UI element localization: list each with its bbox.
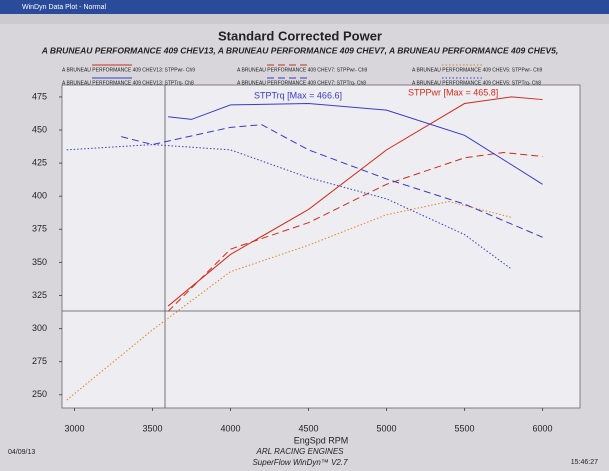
y-tick-label: 400 <box>32 191 47 201</box>
x-tick-label: 4500 <box>299 423 319 433</box>
legend-entry: A BRUNEAU PERFORMANCE 409 CHEV5: STPTrq-… <box>412 80 541 86</box>
series-line <box>167 96 543 307</box>
footer-company: ARL RACING ENGINES <box>256 447 345 456</box>
x-tick-label: 5000 <box>377 423 397 433</box>
x-axis-label: EngSpd RPM <box>294 435 349 445</box>
x-tick-label: 3500 <box>142 423 162 433</box>
y-tick-label: 475 <box>32 91 47 101</box>
y-tick-label: 375 <box>32 224 47 234</box>
legend-entry: A BRUNEAU PERFORMANCE 409 CHEV7: STPPwr-… <box>237 67 368 73</box>
title-bar <box>0 0 609 14</box>
annotation: STPPwr [Max = 465.8] <box>408 87 498 97</box>
y-tick-label: 450 <box>32 124 47 134</box>
footer-software: SuperFlow WinDyn™ V2.7 <box>252 458 348 467</box>
series-line <box>168 103 543 185</box>
x-tick-label: 5500 <box>455 423 475 433</box>
footer-time: 15:46:27 <box>571 459 598 466</box>
y-tick-label: 300 <box>32 323 47 333</box>
window-title: WinDyn Data Plot - Normal <box>22 4 106 11</box>
y-tick-label: 425 <box>32 157 47 167</box>
x-tick-label: 3000 <box>64 423 84 433</box>
legend-entry: A BRUNEAU PERFORMANCE 409 CHEV5: STPPwr-… <box>412 67 543 73</box>
legend-entry: A BRUNEAU PERFORMANCE 409 CHEV7: STPTrq-… <box>237 80 366 86</box>
y-tick-label: 350 <box>32 257 47 267</box>
legend-entry: A BRUNEAU PERFORMANCE 409 CHEV13: STPTrq… <box>62 80 194 86</box>
legend-entry: A BRUNEAU PERFORMANCE 409 CHEV13: STPPwr… <box>62 67 195 73</box>
series-line <box>66 144 512 270</box>
plot-area <box>61 84 581 409</box>
series-line <box>167 152 543 312</box>
footer-date: 04/09/13 <box>8 449 35 456</box>
series-line <box>66 200 512 401</box>
y-tick-label: 275 <box>32 356 47 366</box>
y-tick-label: 325 <box>32 290 47 300</box>
chart-title: Standard Corrected Power <box>218 28 382 43</box>
y-tick-label: 250 <box>32 389 47 399</box>
series-line <box>121 124 543 238</box>
chart-subtitle: A BRUNEAU PERFORMANCE 409 CHEV13, A BRUN… <box>41 45 559 55</box>
annotation: STPTrq [Max = 466.6] <box>254 90 342 100</box>
x-tick-label: 4000 <box>220 423 240 433</box>
x-tick-label: 6000 <box>533 423 553 433</box>
menu-bar <box>0 14 609 24</box>
